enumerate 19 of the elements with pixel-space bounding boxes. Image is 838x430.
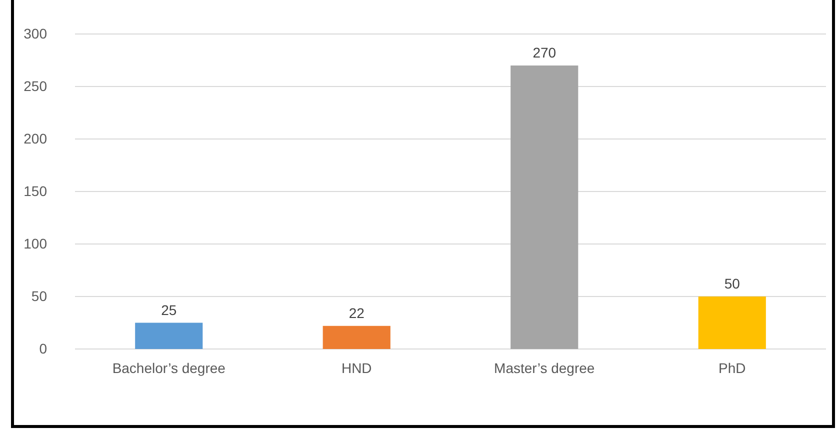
x-tick-label: HND xyxy=(341,360,372,376)
data-label: 25 xyxy=(161,302,177,318)
bar xyxy=(322,326,390,349)
data-label: 50 xyxy=(724,276,740,292)
x-tick-label: Bachelor’s degree xyxy=(112,360,226,376)
y-tick-label: 300 xyxy=(24,25,48,42)
y-tick-label: 150 xyxy=(24,182,48,199)
y-tick-label: 200 xyxy=(24,130,48,146)
bar xyxy=(135,322,203,349)
y-tick-label: 250 xyxy=(24,78,48,94)
y-tick-label: 0 xyxy=(39,340,48,356)
y-tick-label: 100 xyxy=(24,235,48,252)
data-label: 22 xyxy=(348,304,365,321)
y-tick-label: 50 xyxy=(31,288,48,304)
x-tick-label: PhD xyxy=(718,360,746,376)
bar xyxy=(698,296,766,349)
bar xyxy=(510,66,578,349)
data-label: 270 xyxy=(532,44,556,60)
x-tick-label: Master’s degree xyxy=(494,360,595,376)
